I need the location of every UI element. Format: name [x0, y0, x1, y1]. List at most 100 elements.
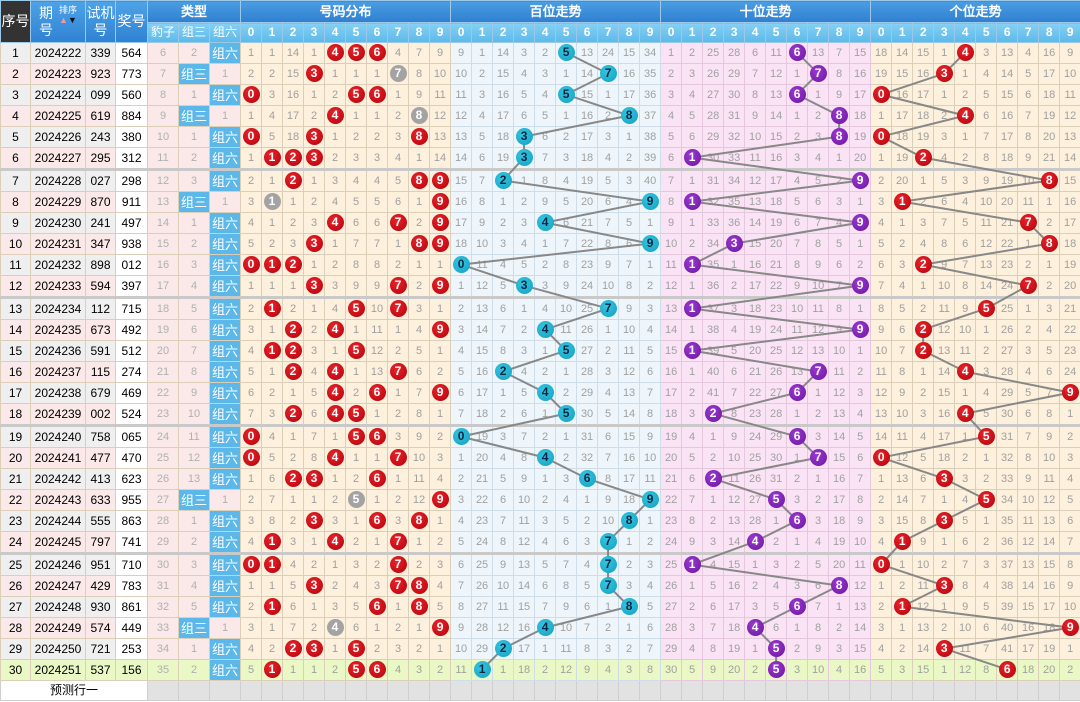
prediction-cell[interactable]: [147, 680, 179, 701]
sort-button[interactable]: 排序 ▲▼: [59, 5, 77, 25]
type-leopard: 18: [147, 296, 179, 320]
prediction-cell[interactable]: [891, 680, 914, 701]
tens-cell-1: 1: [681, 147, 704, 170]
prediction-cell[interactable]: [408, 680, 431, 701]
ones-cell-7: 1: [1017, 296, 1040, 320]
hundreds-cell-6: 29: [576, 382, 599, 404]
row-trial-number: 413: [85, 468, 116, 490]
prediction-cell[interactable]: [597, 680, 620, 701]
prediction-cell[interactable]: [786, 680, 809, 701]
ones-cell-0: 5: [870, 659, 893, 681]
distribution-cell-5: 6: [345, 617, 368, 639]
prediction-cell[interactable]: [1038, 680, 1061, 701]
sort-down-icon[interactable]: ▼: [67, 14, 77, 25]
prediction-cell[interactable]: [849, 680, 872, 701]
sort-up-icon[interactable]: ▲: [59, 14, 68, 25]
prediction-cell[interactable]: [513, 680, 536, 701]
prediction-cell[interactable]: [870, 680, 893, 701]
hundreds-cell-6: 3: [576, 531, 599, 554]
prediction-cell[interactable]: [660, 680, 683, 701]
prediction-cell[interactable]: [576, 680, 599, 701]
prediction-cell[interactable]: [912, 680, 935, 701]
col-header-trial: 试机号: [85, 0, 116, 43]
distribution-cell-9: 9: [429, 275, 452, 298]
prediction-cell[interactable]: [534, 680, 557, 701]
row-issue: 2024245: [30, 531, 86, 554]
prediction-cell[interactable]: [261, 680, 284, 701]
hundreds-cell-7: 2: [597, 340, 620, 362]
tens-cell-4: 6: [744, 42, 767, 64]
ones-cell-0: 0: [870, 126, 893, 148]
prediction-cell[interactable]: [1059, 680, 1080, 701]
hundreds-cell-3: 5: [513, 254, 536, 276]
distribution-cell-9: 14: [429, 147, 452, 170]
prediction-cell[interactable]: [954, 680, 977, 701]
prediction-cell[interactable]: [702, 680, 725, 701]
prediction-cell[interactable]: [450, 680, 473, 701]
prediction-cell[interactable]: [471, 680, 494, 701]
tens-cell-7: 12: [807, 319, 830, 341]
tens-cell-7: 8: [807, 233, 830, 255]
distribution-cell-2: 2: [282, 147, 305, 170]
hundreds-cell-3: 3: [513, 212, 536, 234]
distribution-cell-4: 1: [324, 63, 347, 85]
ones-cell-7: 7: [1017, 424, 1040, 448]
tens-cell-6: 3: [786, 659, 809, 681]
ones-cell-7: 14: [1017, 575, 1040, 597]
tens-cell-1: 4: [681, 424, 704, 448]
hundreds-cell-3: 5: [513, 84, 536, 106]
prediction-cell[interactable]: [492, 680, 515, 701]
row-issue: 2024226: [30, 126, 86, 148]
prediction-cell[interactable]: [744, 680, 767, 701]
prediction-cell[interactable]: [366, 680, 389, 701]
prediction-cell[interactable]: [807, 680, 830, 701]
hundreds-cell-0: 2: [450, 468, 473, 490]
prediction-cell[interactable]: [178, 680, 210, 701]
table-row: 8 2024229 870 911 13 组三 1 3 1 1 2 4 5 5 6 1 9 16 8 1 2 9 5 20 6 4…: [0, 191, 1080, 213]
col-header-issue[interactable]: 期号 排序 ▲▼: [30, 0, 86, 43]
distribution-cell-4: 2: [324, 489, 347, 511]
prediction-cell[interactable]: [1017, 680, 1040, 701]
digit-header-tens-2: 2: [702, 22, 725, 43]
prediction-cell[interactable]: [765, 680, 788, 701]
ones-cell-6: 28: [996, 361, 1019, 383]
prediction-cell[interactable]: [828, 680, 851, 701]
prediction-cell[interactable]: [681, 680, 704, 701]
tens-cell-2: 8: [702, 638, 725, 660]
prediction-cell[interactable]: [618, 680, 641, 701]
prediction-cell[interactable]: [282, 680, 305, 701]
prediction-cell[interactable]: [240, 680, 263, 701]
distribution-cell-4: 2: [324, 84, 347, 106]
prediction-cell[interactable]: [555, 680, 578, 701]
hundreds-cell-7: 10: [597, 510, 620, 532]
type-group3: 11: [178, 424, 210, 448]
type-leopard: 7: [147, 63, 179, 85]
prediction-cell[interactable]: [345, 680, 368, 701]
digit-header-distribution-7: 7: [387, 22, 410, 43]
prediction-cell[interactable]: [975, 680, 998, 701]
prediction-cell[interactable]: [303, 680, 326, 701]
hundreds-cell-3: 18: [513, 659, 536, 681]
prediction-cell[interactable]: [324, 680, 347, 701]
tens-cell-1: 4: [681, 638, 704, 660]
prediction-cell[interactable]: [723, 680, 746, 701]
distribution-cell-5: 3: [345, 147, 368, 170]
prediction-cell[interactable]: [208, 680, 242, 701]
ones-cell-2: 7: [912, 489, 935, 511]
tens-cell-9: 9: [849, 319, 872, 341]
prediction-cell[interactable]: [387, 680, 410, 701]
tens-cell-8: 2: [828, 617, 851, 639]
distribution-cell-3: 2: [303, 552, 326, 576]
prediction-cell[interactable]: [996, 680, 1019, 701]
row-issue: 2024240: [30, 424, 86, 448]
distribution-cell-2: 2: [282, 168, 305, 192]
hundreds-cell-5: 8: [555, 254, 578, 276]
prediction-cell[interactable]: [933, 680, 956, 701]
prediction-cell[interactable]: [429, 680, 452, 701]
row-prize-number: 710: [115, 552, 148, 576]
distribution-ball: 3: [305, 277, 323, 295]
prediction-cell[interactable]: [639, 680, 662, 701]
tens-cell-9: 1: [849, 296, 872, 320]
ones-cell-5: 10: [975, 191, 998, 213]
ones-cell-5: 5: [975, 84, 998, 106]
